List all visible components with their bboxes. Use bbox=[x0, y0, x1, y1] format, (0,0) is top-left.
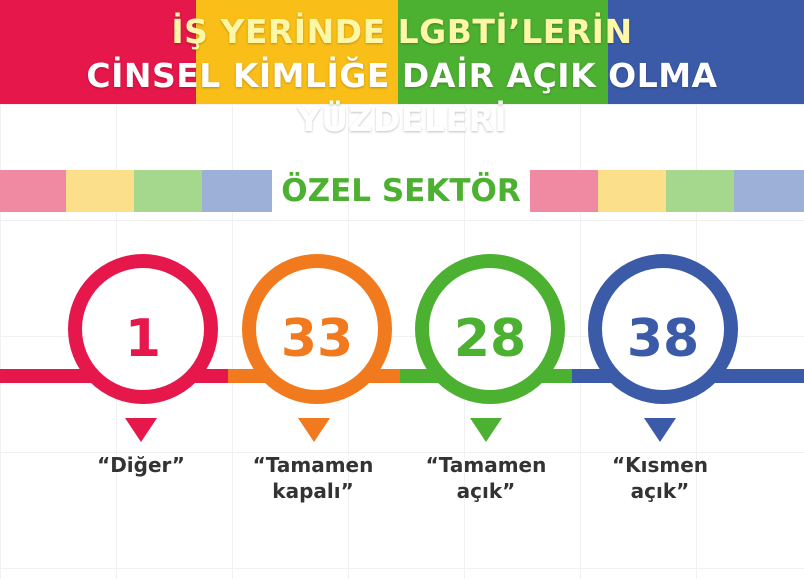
stat-caption-line: açık” bbox=[630, 479, 690, 503]
header-band-red bbox=[0, 0, 196, 104]
down-triangle-icon bbox=[298, 418, 330, 442]
sector-label: ÖZEL SEKTÖR bbox=[281, 173, 521, 209]
header-band-yellow bbox=[196, 0, 398, 104]
stat-ring-3: 28 bbox=[415, 254, 565, 404]
stat-value-3: 28 bbox=[453, 309, 527, 369]
ring-shine bbox=[443, 282, 503, 342]
down-triangle-icon bbox=[644, 418, 676, 442]
stat-caption-line: açık” bbox=[456, 479, 516, 503]
stat-caption-line: “Tamamen bbox=[425, 453, 547, 477]
ring-shine bbox=[96, 282, 156, 342]
stat-value-2: 33 bbox=[280, 309, 354, 369]
page-title: İŞ YERİNDE LGBTİ’LERİN CİNSEL KİMLİĞE DA… bbox=[0, 10, 804, 142]
stat-value-4: 38 bbox=[626, 309, 700, 369]
sector-stripe-left-yellow bbox=[66, 170, 134, 212]
ring-shine bbox=[616, 282, 676, 342]
header-band-green bbox=[398, 0, 608, 104]
stat-caption-4: “Kısmen açık” bbox=[575, 452, 745, 504]
stat-caption-line: “Kısmen bbox=[611, 453, 709, 477]
down-triangle-icon bbox=[125, 418, 157, 442]
sector-stripe-right-red bbox=[530, 170, 598, 212]
stat-caption-2: “Tamamen kapalı” bbox=[228, 452, 398, 504]
stat-caption-line: “Diğer” bbox=[97, 453, 185, 477]
stat-caption-1: “Diğer” bbox=[56, 452, 226, 478]
sector-stripe-left-green bbox=[134, 170, 202, 212]
stat-ring-2: 33 bbox=[242, 254, 392, 404]
stat-caption-line: “Tamamen bbox=[252, 453, 374, 477]
page-title-line2: CİNSEL KİMLİĞE DAİR AÇIK OLMA YÜZDELERİ bbox=[86, 56, 718, 139]
sector-stripe-right-yellow bbox=[598, 170, 666, 212]
ring-shine bbox=[270, 282, 330, 342]
stat-caption-3: “Tamamen açık” bbox=[401, 452, 571, 504]
header-band-blue bbox=[608, 0, 804, 104]
sector-stripe-right-green bbox=[666, 170, 734, 212]
stat-value-1: 1 bbox=[124, 309, 162, 369]
stat-ring-1: 1 bbox=[68, 254, 218, 404]
header-banner: İŞ YERİNDE LGBTİ’LERİN CİNSEL KİMLİĞE DA… bbox=[0, 0, 804, 139]
sector-stripe-left-red bbox=[0, 170, 66, 212]
stat-caption-line: kapalı” bbox=[272, 479, 354, 503]
sector-stripe-right-blue bbox=[734, 170, 804, 212]
down-triangle-icon bbox=[470, 418, 502, 442]
stat-ring-4: 38 bbox=[588, 254, 738, 404]
sector-stripe-left-blue bbox=[202, 170, 272, 212]
page-title-line1: İŞ YERİNDE LGBTİ’LERİN bbox=[171, 12, 633, 51]
